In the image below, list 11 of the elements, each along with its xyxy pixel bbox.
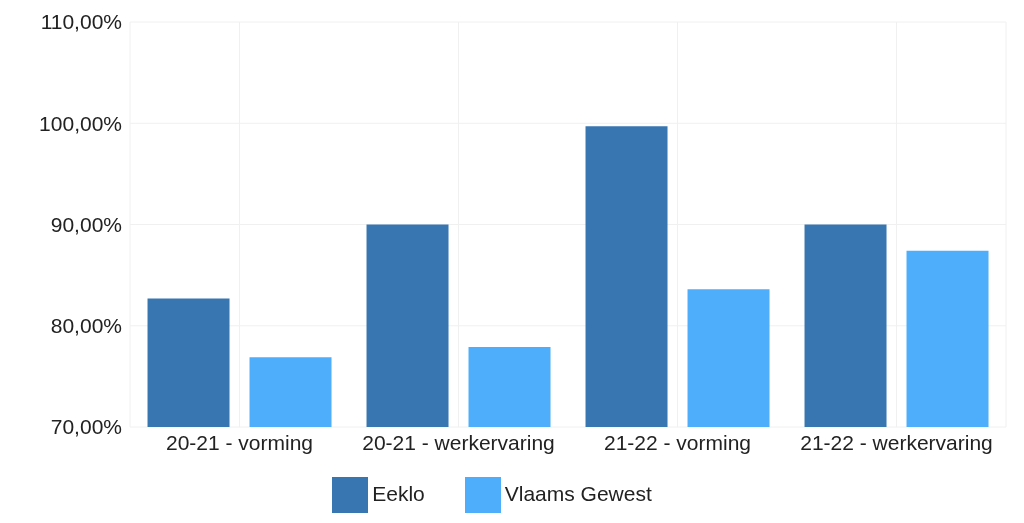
y-tick-label: 100,00% [39,111,122,135]
y-tick-label: 70,00% [50,415,122,439]
x-tick-label: 20-21 - vorming [165,430,314,454]
x-tick-label: 20-21 - werkervaring [362,430,555,454]
x-tick-label: 21-22 - vorming [603,430,752,454]
x-tick-label: 21-22 - werkervaring [800,430,993,454]
y-tick-label: 80,00% [50,314,122,338]
legend-label: Vlaams Gewest [504,481,652,505]
y-tick-label: 90,00% [50,212,122,236]
y-tick-label: 110,00% [40,10,122,34]
legend-label: Eeklo [372,481,425,505]
